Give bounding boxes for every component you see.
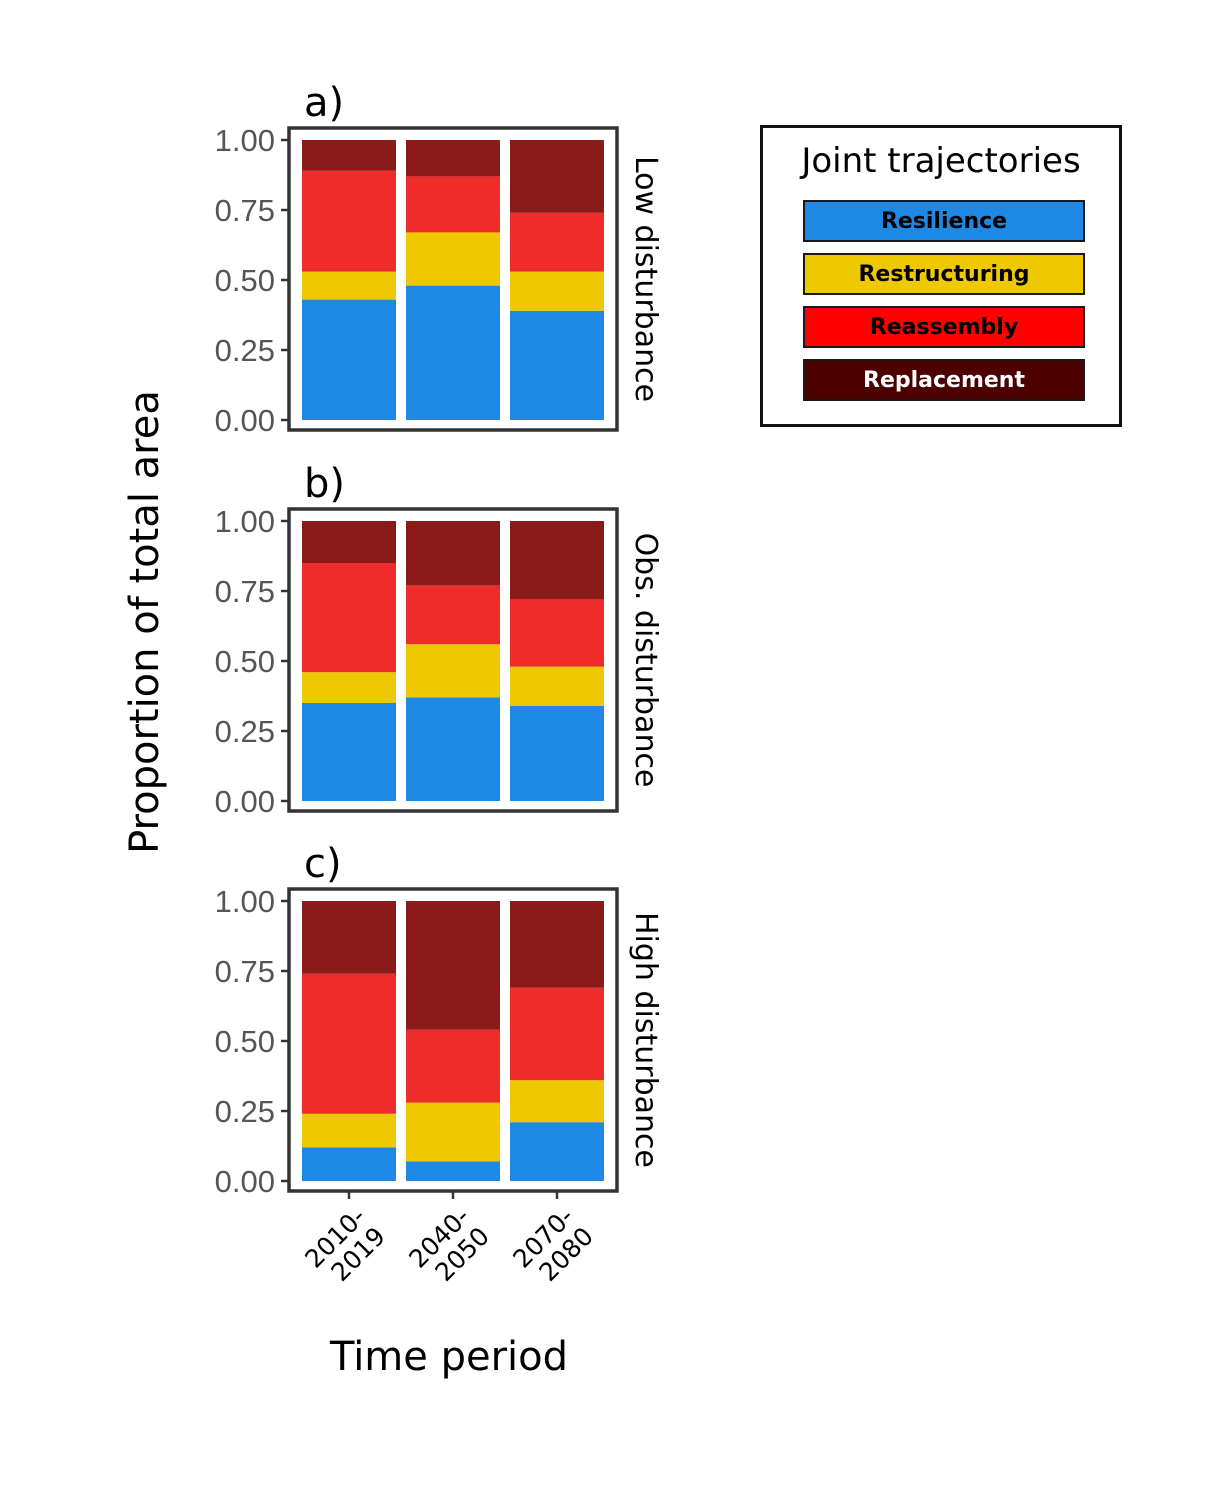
- legend-key-reassembly: Reassembly: [803, 306, 1085, 348]
- x-tick-label: 2010-2019: [299, 1202, 391, 1294]
- bar-reassembly-3: [510, 599, 604, 667]
- y-tick-label: 0.50: [215, 644, 275, 679]
- bar-replacement-1: [302, 521, 396, 563]
- bar-restructuring-3: [510, 271, 604, 311]
- bar-reassembly-3: [510, 987, 604, 1081]
- legend: Joint trajectories Resilience Restructuri…: [760, 125, 1122, 427]
- bar-restructuring-2: [406, 232, 500, 286]
- bar-reassembly-1: [302, 973, 396, 1114]
- bar-resilience-2: [406, 697, 500, 801]
- x-tick-label: 2070-2080: [507, 1202, 599, 1294]
- bar-reassembly-2: [406, 176, 500, 233]
- bar-resilience-2: [406, 1161, 500, 1181]
- y-tick-label: 1.00: [215, 884, 275, 919]
- bar-restructuring-1: [302, 1113, 396, 1148]
- bar-reassembly-1: [302, 170, 396, 272]
- facet-strip-label: Low disturbance: [628, 156, 663, 402]
- y-axis-title: Proportion of total area: [122, 390, 168, 854]
- legend-title: Joint trajectories: [801, 141, 1081, 181]
- bar-resilience-1: [302, 299, 396, 420]
- facet-strip-label: High disturbance: [628, 912, 663, 1168]
- y-tick-label: 0.00: [215, 784, 275, 819]
- bar-resilience-2: [406, 285, 500, 420]
- y-tick-label: 1.00: [215, 504, 275, 539]
- x-axis-title: Time period: [329, 1334, 568, 1380]
- y-tick-label: 0.75: [215, 954, 275, 989]
- bar-replacement-2: [406, 901, 500, 1030]
- bar-reassembly-2: [406, 1029, 500, 1103]
- panel-c: 0.00 0.25 0.50 0.75 1.00 c) High disturbance: [215, 841, 663, 1199]
- bar-replacement-1: [302, 140, 396, 171]
- bar-reassembly-1: [302, 563, 396, 673]
- y-tick-label: 0.25: [215, 714, 275, 749]
- y-tick-label: 0.25: [215, 1094, 275, 1129]
- bar-restructuring-1: [302, 672, 396, 703]
- bar-resilience-3: [510, 705, 604, 801]
- bar-restructuring-3: [510, 1080, 604, 1123]
- y-tick-label: 0.25: [215, 333, 275, 368]
- bar-replacement-2: [406, 521, 500, 586]
- panel-tag: c): [304, 841, 342, 887]
- x-tick-label: 2040-2050: [403, 1202, 495, 1294]
- legend-key-resilience: Resilience: [803, 200, 1085, 242]
- y-tick-label: 0.00: [215, 403, 275, 438]
- panel-tag: a): [304, 80, 344, 126]
- bar-restructuring-3: [510, 666, 604, 706]
- bar-replacement-3: [510, 140, 604, 213]
- bar-replacement-2: [406, 140, 500, 177]
- y-tick-label: 0.75: [215, 574, 275, 609]
- bar-reassembly-3: [510, 212, 604, 272]
- bar-restructuring-1: [302, 271, 396, 300]
- bar-replacement-3: [510, 901, 604, 988]
- bar-restructuring-2: [406, 644, 500, 698]
- bar-resilience-1: [302, 1147, 396, 1181]
- panel-a: 0.00 0.25 0.50 0.75 1.00 a) Low disturbance: [215, 80, 663, 438]
- y-tick-label: 0.50: [215, 263, 275, 298]
- panel-tag: b): [304, 461, 345, 507]
- bar-resilience-3: [510, 310, 604, 420]
- bar-reassembly-2: [406, 585, 500, 645]
- bar-resilience-3: [510, 1122, 604, 1181]
- bar-resilience-1: [302, 703, 396, 801]
- legend-key-replacement: Replacement: [803, 359, 1085, 401]
- bar-restructuring-2: [406, 1102, 500, 1162]
- x-tick-labels: 2010-2019 2040-2050 2070-2080: [299, 1202, 599, 1294]
- bar-replacement-3: [510, 521, 604, 600]
- bar-replacement-1: [302, 901, 396, 974]
- y-tick-label: 1.00: [215, 123, 275, 158]
- facet-strip-label: Obs. disturbance: [628, 533, 663, 788]
- y-tick-label: 0.00: [215, 1164, 275, 1199]
- panel-b: 0.00 0.25 0.50 0.75 1.00 b) Obs. disturbance: [215, 461, 663, 819]
- y-tick-label: 0.50: [215, 1024, 275, 1059]
- legend-key-restructuring: Restructuring: [803, 253, 1085, 295]
- y-tick-label: 0.75: [215, 193, 275, 228]
- facet-panels: 0.000.250.500.751.00a)Low disturbance0.0…: [215, 80, 663, 1199]
